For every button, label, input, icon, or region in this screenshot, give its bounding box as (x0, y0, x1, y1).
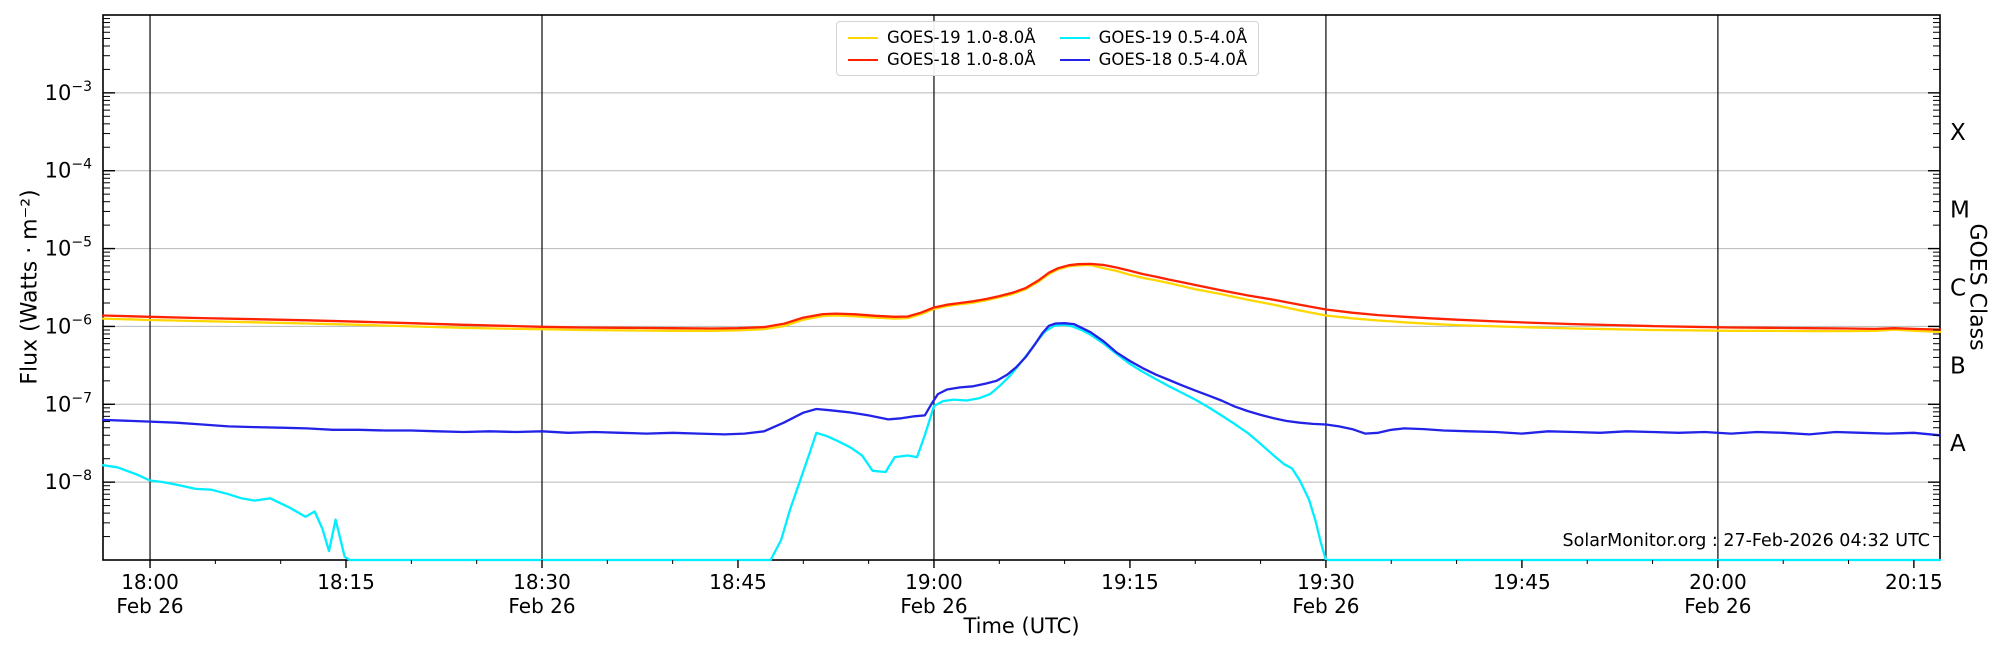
legend-item-goes19-short: GOES-19 0.5-4.0Å (1059, 28, 1248, 47)
legend-label-goes19-short: GOES-19 0.5-4.0Å (1098, 28, 1248, 47)
legend-label-goes18-short: GOES-18 0.5-4.0Å (1098, 50, 1248, 69)
x-date-label: Feb 26 (1292, 594, 1359, 618)
x-tick-label: 19:30 (1297, 570, 1355, 594)
y2-axis-title: GOES Class (1964, 223, 1990, 351)
legend-label-goes19-long: GOES-19 1.0-8.0Å (887, 28, 1036, 47)
goes-class-label-c: C (1950, 276, 1966, 302)
y-tick-label: 10−8 (45, 468, 92, 494)
x-tick-label: 18:30 (513, 570, 571, 594)
y-tick-label: 10−3 (45, 79, 92, 105)
x-date-label: Feb 26 (1684, 594, 1751, 618)
goes-class-label-m: M (1950, 198, 1970, 224)
legend-swatch-goes18-short (1059, 58, 1090, 61)
legend: GOES-19 1.0-8.0Å GOES-18 1.0-8.0Å GOES-19 … (836, 21, 1260, 76)
x-tick-label: 18:45 (709, 570, 767, 594)
legend-swatch-goes19-short (1059, 36, 1090, 39)
goes-class-label-b: B (1950, 353, 1966, 379)
plot-frame (102, 14, 1941, 561)
x-date-label: Feb 26 (900, 594, 967, 618)
x-tick-label: 18:00 (121, 570, 179, 594)
legend-item-goes18-short: GOES-18 0.5-4.0Å (1059, 50, 1248, 69)
legend-item-goes18-long: GOES-18 1.0-8.0Å (848, 50, 1036, 69)
goes-class-label-x: X (1950, 120, 1966, 146)
x-tick-label: 19:45 (1493, 570, 1551, 594)
x-date-label: Feb 26 (508, 594, 575, 618)
series-goes18-long-line (101, 262, 1942, 331)
y-tick-label: 10−6 (45, 312, 92, 338)
x-tick-label: 20:15 (1885, 570, 1943, 594)
series-goes18-short-line (101, 322, 1942, 437)
y-tick-label: 10−5 (45, 235, 92, 261)
solarmonitor-watermark: SolarMonitor.org : 27-Feb-2026 04:32 UTC (1562, 531, 1930, 551)
legend-label-goes18-long: GOES-18 1.0-8.0Å (887, 50, 1036, 69)
legend-swatch-goes19-long (848, 36, 878, 39)
y-tick-label: 10−7 (45, 390, 92, 416)
x-tick-label: 19:15 (1101, 570, 1159, 594)
x-tick-label: 19:00 (905, 570, 963, 594)
x-date-label: Feb 26 (116, 594, 183, 618)
series-goes19-short-line (101, 323, 1942, 562)
legend-swatch-goes18-long (848, 58, 878, 61)
goes-class-label-a: A (1950, 431, 1966, 457)
x-tick-label: 20:00 (1689, 570, 1747, 594)
x-axis-title: Time (UTC) (963, 614, 1080, 638)
legend-item-goes19-long: GOES-19 1.0-8.0Å (848, 28, 1036, 47)
y-axis-title: Flux (Watts · m⁻²) (17, 189, 43, 385)
y-tick-label: 10−4 (45, 157, 92, 183)
x-tick-label: 18:15 (317, 570, 375, 594)
